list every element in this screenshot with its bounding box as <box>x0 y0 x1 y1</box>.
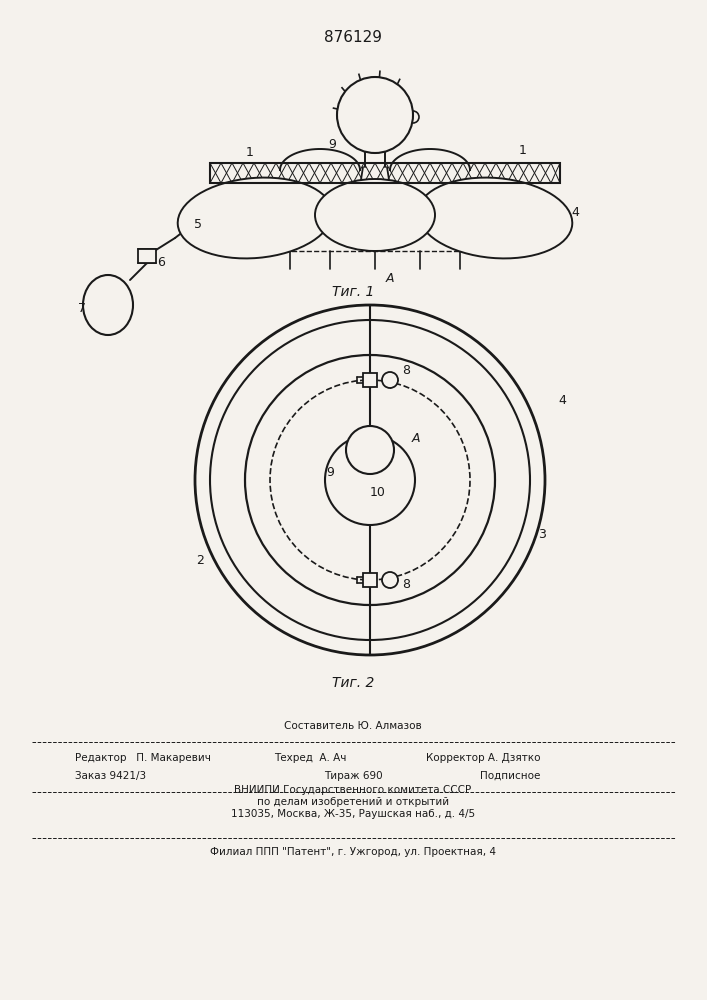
Circle shape <box>325 435 415 525</box>
Text: 113035, Москва, Ж-35, Раушская наб., д. 4/5: 113035, Москва, Ж-35, Раушская наб., д. … <box>231 809 475 819</box>
Circle shape <box>245 355 495 605</box>
Text: по делам изобретений и открытий: по делам изобретений и открытий <box>257 797 449 807</box>
Text: Τиг. 1: Τиг. 1 <box>332 285 374 299</box>
Text: 3: 3 <box>538 528 546 542</box>
Text: A: A <box>411 432 420 444</box>
Ellipse shape <box>418 178 572 258</box>
Ellipse shape <box>177 178 332 258</box>
Circle shape <box>210 320 530 640</box>
Bar <box>363 573 377 587</box>
Text: Корректор А. Дзятко: Корректор А. Дзятко <box>426 753 540 763</box>
Circle shape <box>382 372 398 388</box>
Text: 8: 8 <box>402 578 410 591</box>
Text: Тираж 690: Тираж 690 <box>324 771 382 781</box>
Circle shape <box>195 305 545 655</box>
Text: 2: 2 <box>196 554 204 566</box>
Text: ВНИИПИ Государственного комитета СССР: ВНИИПИ Государственного комитета СССР <box>235 785 472 795</box>
Text: Редактор   П. Макаревич: Редактор П. Макаревич <box>75 753 211 763</box>
Text: 9: 9 <box>328 138 336 151</box>
Text: 5: 5 <box>194 219 202 232</box>
Text: 7: 7 <box>78 302 86 314</box>
Bar <box>138 249 156 263</box>
Text: 1: 1 <box>519 144 527 157</box>
Text: 10: 10 <box>370 486 386 498</box>
Circle shape <box>346 426 394 474</box>
Text: 4: 4 <box>571 207 579 220</box>
Text: Заказ 9421/3: Заказ 9421/3 <box>75 771 146 781</box>
Text: 4: 4 <box>558 393 566 406</box>
Circle shape <box>382 572 398 588</box>
Text: 6: 6 <box>157 256 165 269</box>
Circle shape <box>337 77 413 153</box>
Text: 9: 9 <box>326 466 334 479</box>
Text: Составитель Ю. Алмазов: Составитель Ю. Алмазов <box>284 721 422 731</box>
Ellipse shape <box>83 275 133 335</box>
Bar <box>363 373 377 387</box>
Bar <box>210 163 560 183</box>
Text: Τиг. 2: Τиг. 2 <box>332 676 374 690</box>
Text: A: A <box>386 272 395 286</box>
Text: Подписное: Подписное <box>479 771 540 781</box>
Text: Филиал ППП "Патент", г. Ужгород, ул. Проектная, 4: Филиал ППП "Патент", г. Ужгород, ул. Про… <box>210 847 496 857</box>
Circle shape <box>407 111 419 123</box>
Text: 1: 1 <box>246 146 254 159</box>
Text: 876129: 876129 <box>324 29 382 44</box>
Ellipse shape <box>315 179 435 251</box>
Text: 8: 8 <box>402 363 410 376</box>
Text: Техред  А. Ач: Техред А. Ач <box>274 753 346 763</box>
